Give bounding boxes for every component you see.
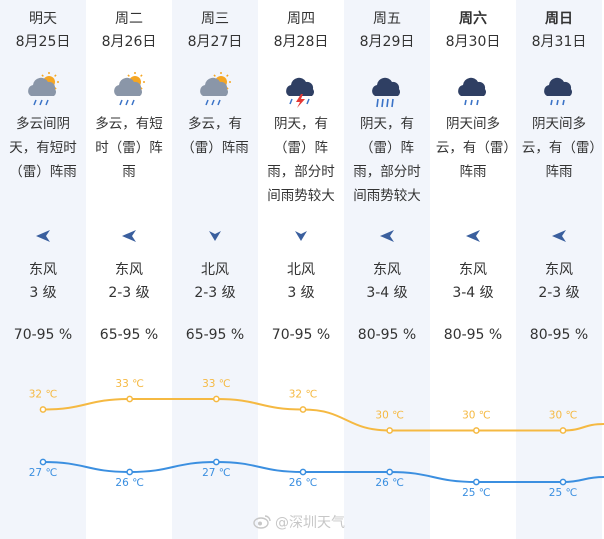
wind-direction-label: 东风 (459, 262, 487, 278)
west-arrow-icon (516, 226, 602, 246)
day-label: 周六 (459, 11, 487, 27)
day-label: 周五 (373, 11, 401, 27)
day-column: 周五 8月29日 阴天，有（雷）阵雨，部分时间雨势较大 东风 3-4 级 80-… (344, 0, 430, 539)
date-label: 8月30日 (445, 34, 501, 50)
day-column: 周四 8月28日 阴天，有（雷）阵雨，部分时间雨势较大 北风 3 级 70-95… (258, 0, 344, 539)
weather-description: 阴天，有（雷）阵雨，部分时间雨势较大 (267, 116, 335, 204)
wind-direction-label: 北风 (287, 262, 315, 278)
cloudy-rain-sun-icon (172, 70, 258, 110)
weather-description: 阴天间多云，有（雷）阵雨 (435, 116, 511, 180)
cloudy-rain-sun-icon (86, 70, 172, 110)
wind-level-label: 2-3 级 (538, 285, 580, 301)
west-arrow-icon (344, 226, 430, 246)
humidity-label: 65-95 % (99, 327, 159, 343)
day-column: 周二 8月26日 多云，有短时（雷）阵雨 东风 2-3 级 65-95 % (86, 0, 172, 539)
watermark: @深圳天气 (253, 512, 345, 532)
weather-description: 多云，有（雷）阵雨 (181, 116, 249, 156)
day-label: 周二 (115, 11, 143, 27)
south-arrow-icon (258, 226, 344, 246)
south-arrow-icon (172, 226, 258, 246)
date-label: 8月26日 (101, 34, 157, 50)
date-label: 8月25日 (15, 34, 71, 50)
humidity-label: 70-95 % (271, 327, 331, 343)
wind-level-label: 3 级 (287, 285, 315, 301)
day-column: 周三 8月27日 多云，有（雷）阵雨 北风 2-3 级 65-95 % (172, 0, 258, 539)
rain-cloud-icon (516, 70, 602, 110)
wind-level-label: 3 级 (29, 285, 57, 301)
wind-direction-label: 东风 (545, 262, 573, 278)
rain-cloud-icon (430, 70, 516, 110)
day-label: 周三 (201, 11, 229, 27)
wind-direction-label: 东风 (115, 262, 143, 278)
day-column: 周日 8月31日 阴天间多云，有（雷）阵雨 东风 2-3 级 80-95 % (516, 0, 602, 539)
west-arrow-icon (0, 226, 86, 246)
humidity-label: 65-95 % (185, 327, 245, 343)
weibo-icon (253, 515, 271, 529)
date-label: 8月27日 (187, 34, 243, 50)
day-label: 明天 (29, 11, 57, 27)
humidity-label: 80-95 % (357, 327, 417, 343)
weather-description: 阴天间多云，有（雷）阵雨 (521, 116, 597, 180)
humidity-label: 80-95 % (529, 327, 589, 343)
wind-level-label: 2-3 级 (108, 285, 150, 301)
west-arrow-icon (430, 226, 516, 246)
west-arrow-icon (86, 226, 172, 246)
weather-description: 多云，有短时（雷）阵雨 (95, 116, 163, 180)
wind-direction-label: 东风 (373, 262, 401, 278)
date-label: 8月28日 (273, 34, 329, 50)
wind-direction-label: 东风 (29, 262, 57, 278)
cloudy-rain-sun-icon (0, 70, 86, 110)
weather-description: 阴天，有（雷）阵雨，部分时间雨势较大 (353, 116, 421, 204)
thunderstorm-icon (258, 70, 344, 110)
day-column: 周六 8月30日 阴天间多云，有（雷）阵雨 东风 3-4 级 80-95 % (430, 0, 516, 539)
heavy-rain-icon (344, 70, 430, 110)
weather-description: 多云间阴天，有短时（雷）阵雨 (9, 116, 77, 180)
date-label: 8月29日 (359, 34, 415, 50)
wind-level-label: 2-3 级 (194, 285, 236, 301)
humidity-label: 80-95 % (443, 327, 503, 343)
day-column: 明天 8月25日 多云间阴天，有短时（雷）阵雨 东风 3 级 70-95 % (0, 0, 86, 539)
wind-level-label: 3-4 级 (366, 285, 408, 301)
humidity-label: 70-95 % (13, 327, 73, 343)
wind-level-label: 3-4 级 (452, 285, 494, 301)
day-label: 周日 (545, 11, 573, 27)
day-label: 周四 (287, 11, 315, 27)
date-label: 8月31日 (531, 34, 587, 50)
wind-direction-label: 北风 (201, 262, 229, 278)
watermark-text: @深圳天气 (275, 515, 345, 531)
